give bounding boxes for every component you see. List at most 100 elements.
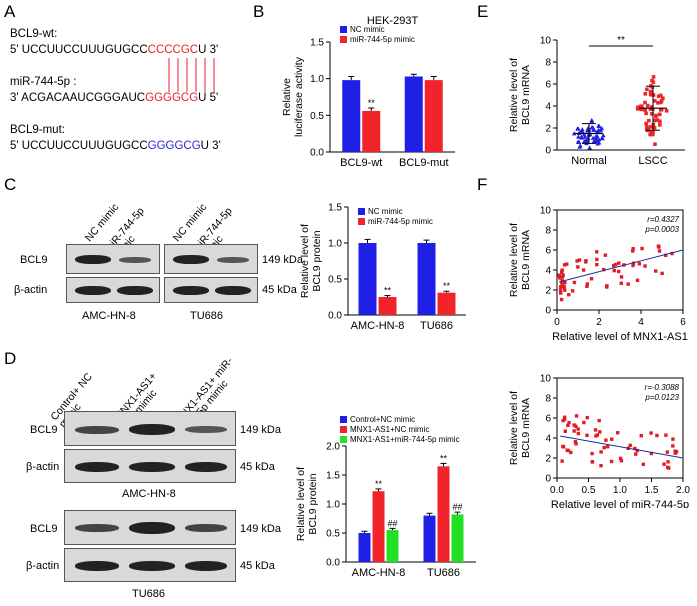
data-point — [558, 288, 563, 292]
data-point — [635, 107, 640, 111]
y-tick-label: 4 — [545, 266, 551, 277]
data-point — [557, 273, 561, 277]
data-point — [657, 245, 661, 249]
d-kda-actin-amc: 45 kDa — [240, 461, 275, 473]
data-point — [631, 247, 635, 251]
data-point — [654, 114, 658, 118]
band — [215, 286, 251, 295]
data-point — [574, 414, 579, 418]
r-value: r=-0.3088 — [645, 383, 680, 392]
bar — [451, 514, 464, 562]
data-point — [661, 96, 665, 101]
data-point — [578, 134, 584, 139]
significance-mark: ## — [387, 518, 397, 528]
y-tick-label: 1.0 — [326, 500, 340, 511]
x-tick-label: BCL9-wt — [340, 157, 382, 169]
significance-mark: ** — [617, 35, 625, 46]
data-point — [599, 463, 603, 468]
mut-prefix: 5' UCCUUCCUUUGUGCC — [10, 140, 148, 152]
x-tick-label: 2 — [596, 317, 602, 328]
data-point — [563, 429, 567, 433]
legend-entry: NC mimic — [350, 25, 385, 34]
p-value: p=0.0123 — [644, 393, 679, 402]
data-point — [670, 251, 674, 256]
data-point — [575, 126, 580, 131]
data-point — [613, 262, 618, 267]
band — [173, 255, 209, 264]
data-point — [635, 278, 640, 283]
mir-seed: GGGGCG — [145, 92, 199, 104]
d-row-bcl9-tu: BCL9 — [30, 523, 58, 535]
y-tick-label: 6 — [545, 246, 551, 257]
data-point — [571, 131, 577, 136]
band — [217, 257, 249, 263]
y-axis-label-2: BCL9 protein — [311, 230, 323, 291]
data-point — [659, 107, 664, 112]
data-point — [576, 134, 581, 139]
chart-e: 0 2 4 6 8 10 Relative level of BCL9 mRNA Normal L… — [508, 35, 685, 167]
x-tick-label: 1.0 — [613, 485, 627, 496]
y-tick-label: 0.5 — [310, 111, 324, 122]
data-point — [602, 267, 606, 272]
data-point — [639, 433, 643, 438]
data-point — [570, 289, 575, 293]
data-point — [641, 462, 645, 467]
data-point — [598, 430, 602, 434]
plot-frame — [556, 209, 684, 311]
band — [129, 462, 175, 472]
data-point — [582, 420, 586, 425]
data-point — [645, 125, 649, 129]
data-point — [618, 456, 623, 461]
data-point — [594, 434, 598, 438]
mir-prefix: 3' ACGACAAUCGGGAUC — [10, 92, 146, 104]
data-point — [604, 438, 608, 442]
data-point — [616, 431, 620, 435]
c-blot-actin-tu — [164, 277, 258, 303]
data-point — [573, 440, 578, 444]
legend-swatch — [340, 36, 347, 43]
data-point — [656, 94, 661, 99]
mut-sequence: 5' UCCUUCCUUUGUGCCGGGGCGU 3' — [10, 140, 221, 152]
significance-mark: ** — [375, 479, 383, 489]
d-row-actin-amc: β-actin — [26, 461, 60, 473]
data-point — [655, 118, 660, 122]
y-tick-label: 10 — [540, 36, 552, 47]
data-point — [567, 292, 571, 297]
data-point — [659, 93, 663, 98]
legend-entry: miR-744-5p mimic — [368, 217, 433, 226]
data-point — [634, 452, 638, 456]
data-point — [654, 269, 658, 273]
bar — [358, 243, 377, 315]
data-point — [651, 80, 656, 85]
data-point — [590, 460, 595, 464]
legend-swatch — [340, 26, 347, 33]
band — [119, 257, 151, 263]
d-cell-amc: AMC-HN-8 — [122, 488, 176, 500]
data-point — [575, 139, 581, 144]
data-point — [664, 433, 668, 437]
x-tick-label: 1.5 — [645, 485, 659, 496]
chart-d: 0.0 0.5 1.0 1.5 2.0 Relative level of BCL9 pro… — [295, 415, 476, 579]
data-point — [558, 291, 563, 295]
y-tick-label: 10 — [540, 374, 552, 385]
significance-mark: ## — [452, 502, 462, 512]
band — [75, 524, 119, 532]
c-blot-bcl9-tu — [164, 244, 258, 274]
data-point — [569, 450, 573, 455]
y-axis-label-1: Relative level of — [295, 467, 307, 541]
data-point — [648, 107, 653, 111]
y-tick-label: 4 — [545, 102, 551, 113]
y-tick-label: 0.0 — [310, 148, 324, 159]
data-point — [562, 263, 567, 267]
y-axis-label-1: Relative level of — [508, 58, 520, 132]
data-point — [563, 281, 567, 285]
data-point — [565, 448, 569, 452]
data-point — [595, 250, 599, 254]
data-point — [589, 125, 594, 130]
data-point — [598, 127, 603, 133]
x-tick-label: Normal — [571, 155, 606, 167]
bar — [437, 292, 456, 315]
data-point — [576, 431, 581, 436]
data-point — [561, 273, 565, 277]
d-kda-bcl9-amc: 149 kDa — [240, 424, 281, 436]
